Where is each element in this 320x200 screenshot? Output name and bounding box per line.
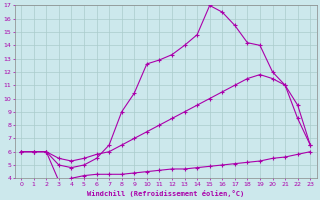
X-axis label: Windchill (Refroidissement éolien,°C): Windchill (Refroidissement éolien,°C) — [87, 190, 244, 197]
